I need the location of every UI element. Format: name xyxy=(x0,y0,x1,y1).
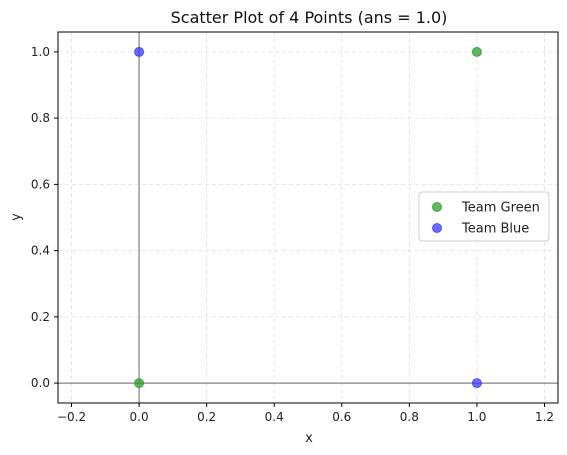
plot-area-frame xyxy=(57,31,559,404)
x-tick-label-3: 0.4 xyxy=(265,410,284,424)
data-points xyxy=(134,46,482,389)
chart-title: Scatter Plot of 4 Points (ans = 1.0) xyxy=(171,8,448,27)
y-tick-label-1: 0.2 xyxy=(31,310,50,324)
x-tick-label-6: 1.0 xyxy=(467,410,486,424)
x-tick-label-1: 0.0 xyxy=(130,410,149,424)
x-tick-label-0: −0.2 xyxy=(57,410,86,424)
point-team-green-1 xyxy=(134,378,144,389)
axis-ticks: −0.2 0.0 0.2 0.4 0.6 0.8 1.0 1.2 0.0 0.2 0.4 0.6 0.8… xyxy=(31,45,554,424)
point-team-blue-0 xyxy=(134,46,144,57)
x-axis-title: x xyxy=(305,431,313,446)
legend: Team Green Team Blue xyxy=(418,191,550,242)
y-tick-label-3: 0.6 xyxy=(31,177,50,191)
y-tick-label-2: 0.4 xyxy=(31,244,50,258)
legend-label-team-green: Team Green xyxy=(461,201,540,216)
legend-marker-team-green xyxy=(432,202,442,212)
x-tick-label-4: 0.6 xyxy=(332,410,351,424)
y-tick-label-4: 0.8 xyxy=(31,111,50,125)
x-tick-label-5: 0.8 xyxy=(400,410,419,424)
y-axis-title: y xyxy=(9,213,24,221)
point-team-blue-1 xyxy=(472,378,482,389)
y-tick-label-5: 1.0 xyxy=(31,45,50,59)
legend-marker-team-blue xyxy=(432,223,442,233)
point-team-green-0 xyxy=(472,46,482,57)
x-tick-label-7: 1.2 xyxy=(535,410,554,424)
legend-box xyxy=(418,191,550,242)
y-tick-label-0: 0.0 xyxy=(31,376,50,390)
legend-label-team-blue: Team Blue xyxy=(461,222,529,237)
x-tick-label-2: 0.2 xyxy=(197,410,216,424)
